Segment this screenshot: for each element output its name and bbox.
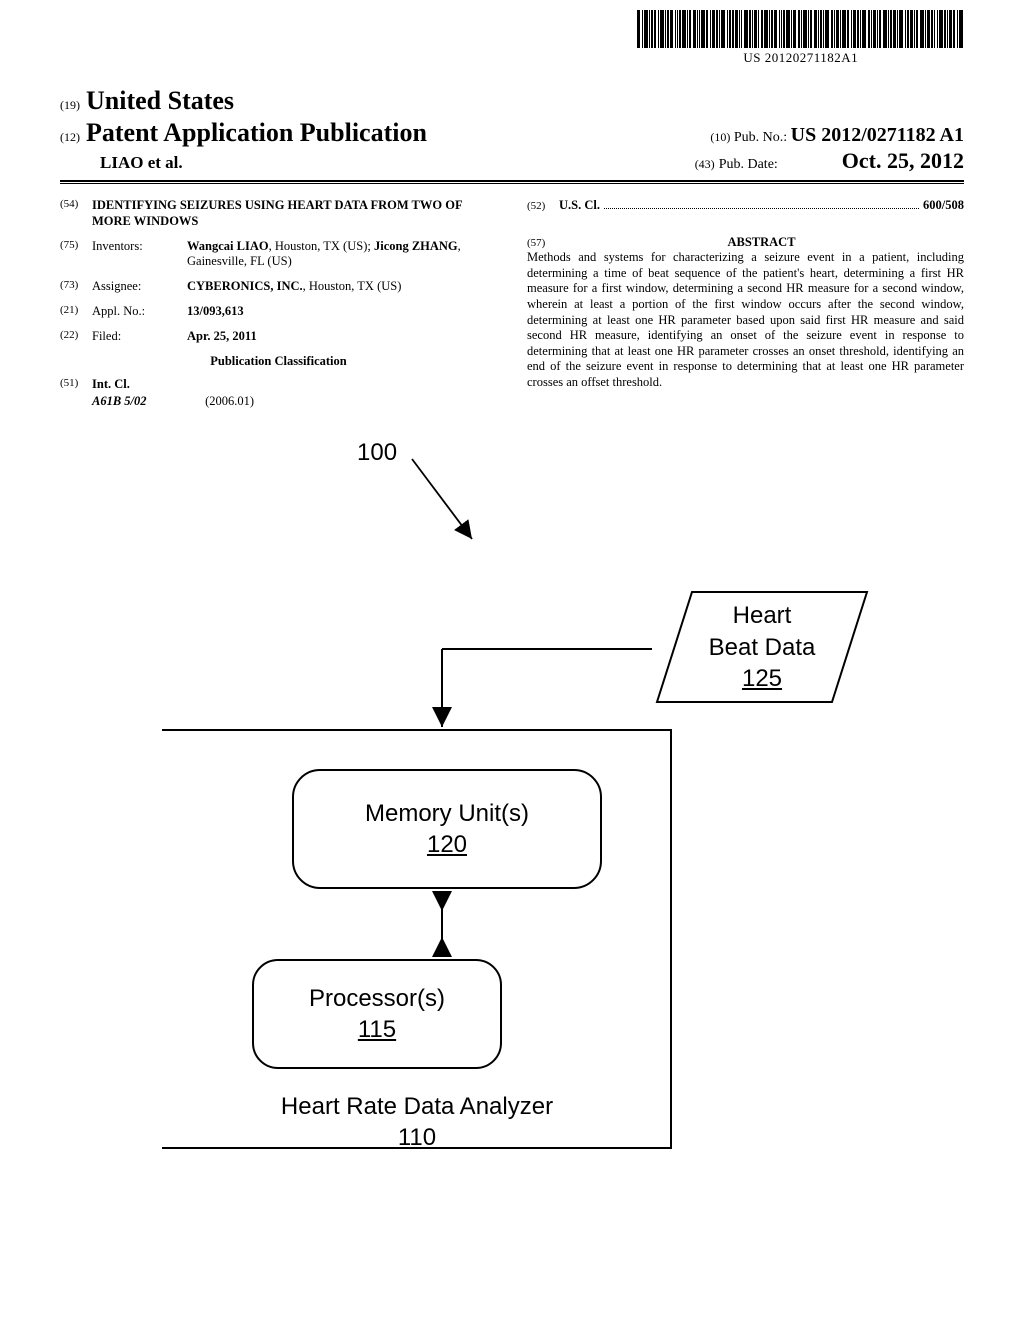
biblio-left-col: (54) IDENTIFYING SEIZURES USING HEART DA… [60,198,497,409]
ref-100-label: 100 [357,439,397,467]
input-refnum: 125 [652,663,872,694]
abstract-text: Methods and systems for characterizing a… [527,250,964,391]
country: United States [86,86,234,116]
filed-date: Apr. 25, 2011 [187,329,257,343]
memory-label: Memory Unit(s) [294,798,600,829]
field-num: (21) [60,304,92,319]
dotted-leader [604,208,919,209]
analyzer-label: Heart Rate Data Analyzer [242,1091,592,1122]
heart-beat-data-node: Heart Beat Data 125 [652,587,872,707]
memory-refnum: 120 [294,829,600,860]
field-num: (57) [527,237,559,249]
barcode-bars [637,10,964,48]
barcode-block: US 20120271182A1 [637,10,964,66]
biblio-right-col: (52) U.S. Cl. 600/508 (57) ABSTRACT Meth… [527,198,964,409]
field-num: (73) [60,279,92,294]
uscl-label: U.S. Cl. [559,198,600,213]
bibliographic-data: (54) IDENTIFYING SEIZURES USING HEART DA… [60,198,964,409]
invention-title: IDENTIFYING SEIZURES USING HEART DATA FR… [92,198,497,229]
field-73-assignee: (73) Assignee: CYBERONICS, INC., Houston… [60,279,497,294]
field-num: (22) [60,329,92,344]
pub-no: US 2012/0271182 A1 [791,124,964,146]
intcl-entry: A61B 5/02 (2006.01) [92,394,497,409]
processor-refnum: 115 [254,1014,500,1045]
field-21-applno: (21) Appl. No.: 13/093,613 [60,304,497,319]
field-label: Appl. No.: [92,304,187,319]
code-12: (12) [60,130,80,145]
processor-label: Processor(s) [254,983,500,1014]
memory-unit-node: Memory Unit(s) 120 [292,769,602,889]
code-10: (10) [710,130,730,144]
field-num: (54) [60,198,92,229]
pub-date-label: Pub. Date: [719,157,778,172]
inventor-1-name: Wangcai LIAO [187,239,269,253]
assignee-loc: , Houston, TX (US) [303,279,402,293]
uscl-value: 600/508 [923,198,964,213]
field-75-inventors: (75) Inventors: Wangcai LIAO, Houston, T… [60,239,497,269]
code-43: (43) [695,157,715,171]
input-line2: Beat Data [652,632,872,663]
field-num: (52) [527,200,559,212]
analyzer-label-block: Heart Rate Data Analyzer 110 [242,1091,592,1153]
authors-short: LIAO et al. [100,153,183,173]
inventors-value: Wangcai LIAO, Houston, TX (US); Jicong Z… [187,239,497,269]
field-label: Assignee: [92,279,187,294]
field-num: (75) [60,239,92,269]
document-header: (19) United States (12) Patent Applicati… [60,86,964,184]
barcode-text: US 20120271182A1 [637,50,964,66]
abstract-header: ABSTRACT [727,235,795,249]
pub-classification-header: Publication Classification [60,354,497,369]
field-51-intcl: (51) Int. Cl. [60,377,497,392]
field-54-title: (54) IDENTIFYING SEIZURES USING HEART DA… [60,198,497,229]
pub-date: Oct. 25, 2012 [842,148,964,173]
intcl-code: A61B 5/02 [92,394,202,409]
input-line1: Heart [652,600,872,631]
field-22-filed: (22) Filed: Apr. 25, 2011 [60,329,497,344]
field-label: Filed: [92,329,187,344]
appl-no: 13/093,613 [187,304,244,318]
field-num: (51) [60,377,92,392]
intcl-date: (2006.01) [205,394,254,408]
inventor-1-loc: , Houston, TX (US); [269,239,371,253]
intcl-label: Int. Cl. [92,377,130,391]
field-label: Inventors: [92,239,187,269]
header-rule-thin [60,183,964,184]
figure-diagram: 100 Heart Beat Data 125 [122,439,902,1159]
pub-no-label: Pub. No.: [734,130,787,145]
code-19: (19) [60,98,80,113]
processor-node: Processor(s) 115 [252,959,502,1069]
header-rule-thick [60,180,964,182]
assignee-name: CYBERONICS, INC. [187,279,303,293]
field-52-uscl: (52) U.S. Cl. 600/508 [527,198,964,213]
assignee-value: CYBERONICS, INC., Houston, TX (US) [187,279,497,294]
inventor-2-name: Jicong ZHANG [374,239,458,253]
publication-kind: Patent Application Publication [86,118,427,148]
analyzer-refnum: 110 [242,1122,592,1153]
